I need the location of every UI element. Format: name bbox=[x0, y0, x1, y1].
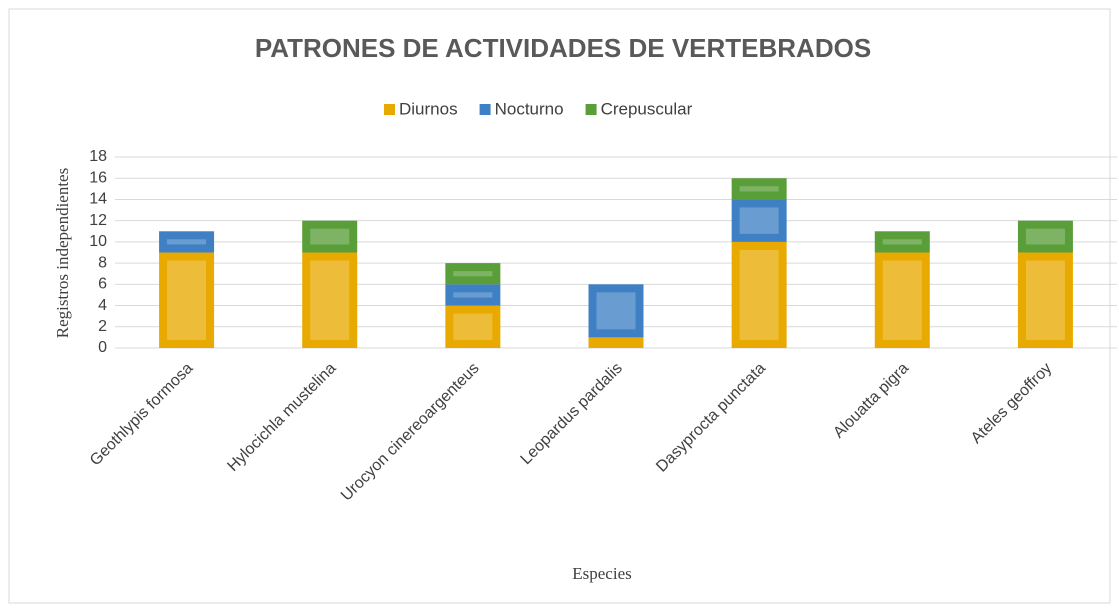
bar-segment bbox=[302, 220, 358, 253]
bar-highlight bbox=[1025, 260, 1065, 340]
bar-segment bbox=[731, 241, 787, 348]
bar-highlight bbox=[1025, 228, 1065, 245]
y-tick-label: 0 bbox=[98, 339, 107, 356]
bar-highlight bbox=[453, 313, 493, 340]
bar-segment bbox=[1017, 220, 1073, 253]
bar-segment bbox=[874, 252, 930, 348]
legend-swatch bbox=[585, 104, 597, 115]
bar-highlight bbox=[739, 249, 779, 340]
legend-label: Crepuscular bbox=[601, 99, 693, 118]
bar-segment bbox=[588, 284, 644, 338]
bar-segment bbox=[731, 178, 787, 200]
bar-highlight bbox=[882, 239, 922, 245]
chart-title: PATRONES DE ACTIVIDADES DE VERTEBRADOS bbox=[255, 33, 871, 63]
x-axis-title: Especies bbox=[572, 564, 631, 583]
y-tick-label: 8 bbox=[98, 254, 107, 271]
bar-segment bbox=[1017, 252, 1073, 348]
y-tick-label: 12 bbox=[89, 212, 107, 229]
y-tick-label: 2 bbox=[98, 318, 107, 335]
bar-segment bbox=[445, 305, 501, 348]
bar-segment bbox=[588, 337, 644, 348]
legend-label: Diurnos bbox=[399, 99, 458, 118]
bar-segment bbox=[159, 252, 215, 348]
y-tick-label: 10 bbox=[89, 233, 107, 250]
bar-highlight bbox=[167, 239, 207, 245]
bar-segment bbox=[445, 284, 501, 306]
bar-segment bbox=[159, 231, 215, 253]
bar-highlight bbox=[453, 271, 493, 277]
bar-segment bbox=[302, 252, 358, 348]
y-axis-title: Registros independientes bbox=[53, 168, 72, 338]
bar-highlight bbox=[453, 292, 493, 298]
legend-label: Nocturno bbox=[495, 99, 564, 118]
bar-highlight bbox=[882, 260, 922, 340]
y-tick-label: 14 bbox=[89, 191, 107, 208]
legend-swatch bbox=[479, 104, 491, 115]
bar-highlight bbox=[310, 228, 350, 245]
y-tick-label: 6 bbox=[98, 276, 107, 293]
y-tick-label: 18 bbox=[89, 148, 107, 165]
bar-segment bbox=[874, 231, 930, 253]
y-tick-label: 16 bbox=[89, 169, 107, 186]
bar-highlight bbox=[310, 260, 350, 340]
bar-segment bbox=[445, 263, 501, 285]
bar-highlight bbox=[739, 186, 779, 192]
y-tick-label: 4 bbox=[98, 297, 107, 314]
bar-highlight bbox=[167, 260, 207, 340]
bar-segment bbox=[731, 199, 787, 242]
legend-swatch bbox=[384, 104, 395, 115]
bar-highlight bbox=[739, 207, 779, 234]
bar-highlight bbox=[596, 292, 636, 330]
